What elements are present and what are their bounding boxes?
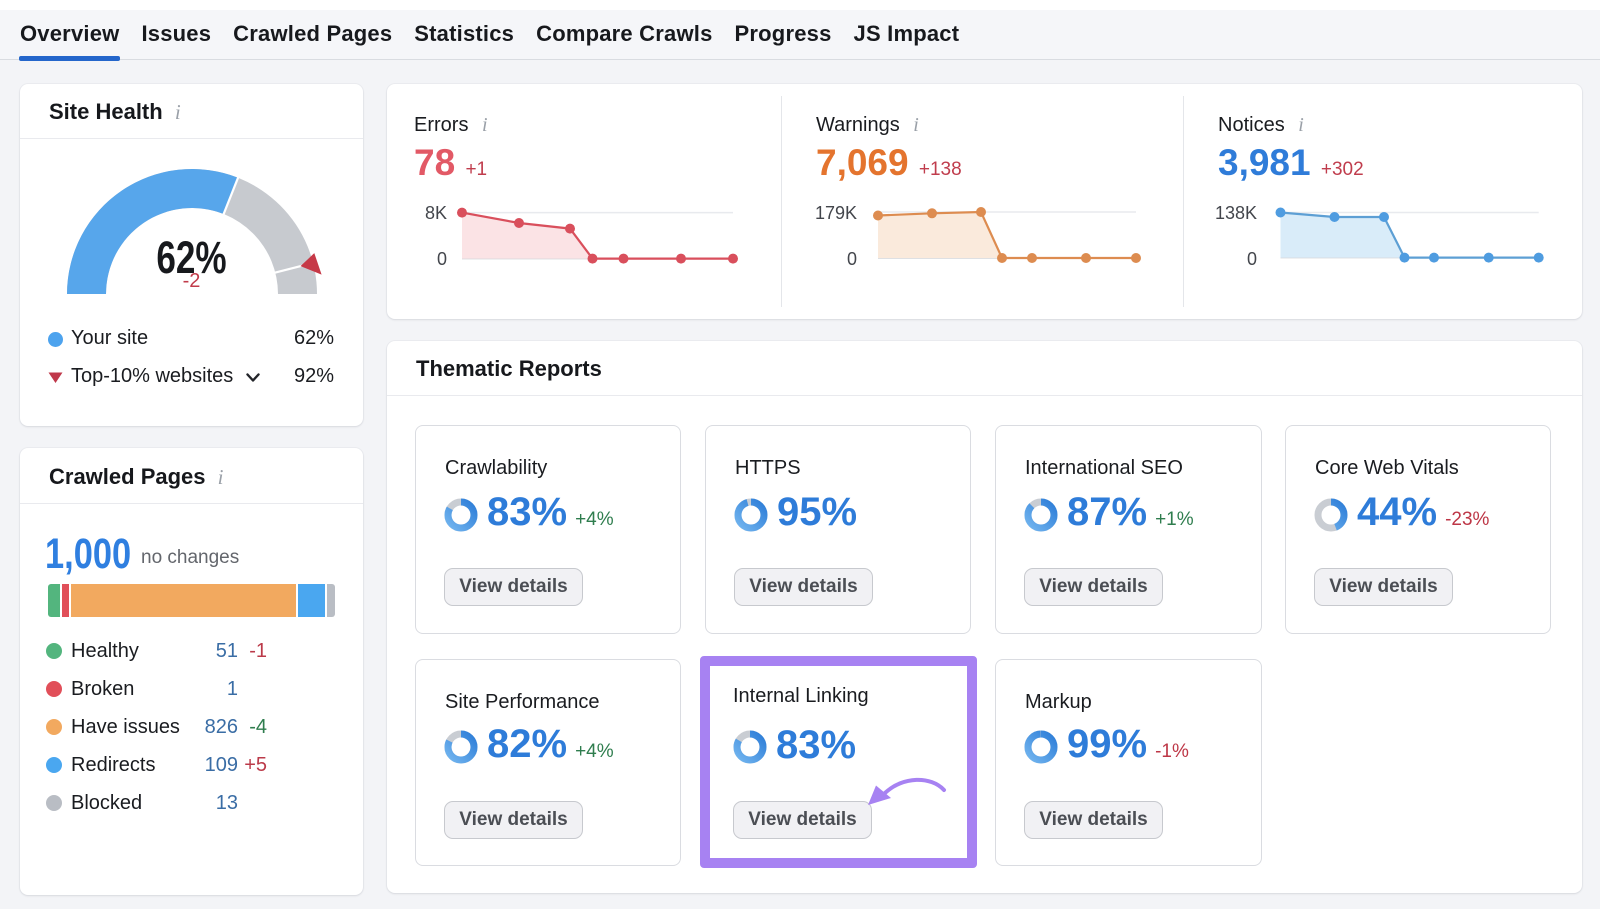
svg-text:0: 0: [437, 249, 447, 269]
svg-text:179K: 179K: [815, 203, 857, 223]
svg-text:8K: 8K: [425, 203, 447, 223]
svg-text:0: 0: [847, 249, 857, 269]
svg-text:138K: 138K: [1215, 203, 1257, 223]
svg-text:0: 0: [1247, 249, 1257, 269]
